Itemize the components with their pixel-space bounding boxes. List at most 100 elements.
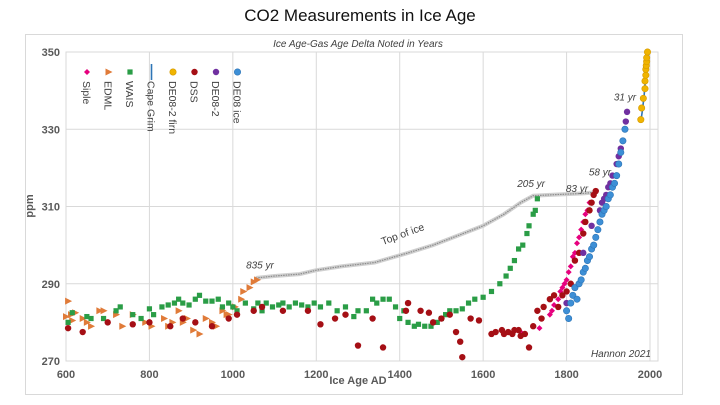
y-tick-label: 330 (42, 124, 60, 136)
data-point (507, 265, 513, 271)
data-point (190, 326, 198, 334)
data-point (588, 199, 595, 206)
data-point (192, 296, 198, 302)
data-point (530, 323, 537, 330)
data-point (317, 321, 324, 328)
data-point (586, 207, 593, 214)
data-point (563, 288, 570, 295)
data-point (263, 300, 269, 306)
data-point (351, 313, 357, 320)
data-point (446, 311, 453, 318)
data-point (397, 315, 403, 322)
legend-label: EDML (102, 81, 114, 110)
data-point (202, 315, 210, 323)
tick-labels: 600 800 1000 1200 1400 1600 1800 2000 270 290 310 3… (42, 47, 663, 381)
data-point (279, 307, 287, 314)
data-point (196, 330, 204, 338)
data-point (530, 211, 536, 217)
data-point (511, 257, 518, 264)
legend-marker-icon (234, 68, 242, 76)
data-point (334, 308, 340, 314)
data-point (637, 116, 645, 124)
data-point (208, 323, 216, 330)
data-point (246, 284, 254, 292)
data-point (379, 344, 387, 351)
data-point (254, 276, 262, 284)
data-point (467, 315, 474, 322)
data-point (213, 322, 221, 330)
data-point (374, 300, 380, 306)
series-wais (65, 196, 540, 329)
data-point (209, 298, 215, 304)
data-point (613, 172, 621, 180)
data-point (480, 294, 486, 300)
data-point (548, 307, 555, 314)
data-point (363, 308, 369, 314)
data-point (546, 296, 554, 303)
data-point (79, 328, 86, 336)
delta-annotation: 205 yr (516, 179, 545, 190)
data-point (497, 281, 503, 287)
data-point (622, 118, 630, 125)
data-point (417, 307, 424, 314)
data-point (215, 296, 221, 302)
x-axis-label: Ice Age AD (329, 375, 386, 387)
data-point (459, 353, 466, 361)
data-point (623, 108, 631, 116)
legend-marker-icon (84, 69, 90, 75)
data-point (65, 319, 71, 325)
data-point (342, 304, 349, 310)
data-point (69, 316, 77, 324)
data-point (581, 264, 589, 272)
data-point (642, 71, 650, 79)
data-point (457, 338, 464, 345)
x-tick-label: 1200 (304, 369, 328, 381)
data-point (422, 323, 428, 329)
data-point (567, 299, 575, 307)
data-point (183, 315, 191, 323)
data-point (563, 307, 571, 315)
series-de08-2-firn (637, 48, 651, 124)
x-tick-label: 2000 (638, 369, 662, 381)
delta-annotation: 835 yr (246, 260, 274, 271)
top-of-ice-path (255, 191, 596, 279)
data-point (582, 218, 589, 226)
data-point (380, 296, 386, 302)
delta-annotation: 58 yr (589, 168, 612, 179)
data-point (596, 218, 604, 226)
data-point (563, 276, 570, 283)
data-point (203, 298, 209, 304)
legend-item: DSS (188, 68, 200, 103)
legend-label: DE08-2 firn (166, 81, 178, 134)
data-point (180, 300, 186, 306)
data-point (146, 306, 153, 312)
data-point (326, 300, 332, 306)
data-point (96, 307, 104, 315)
data-point (565, 315, 573, 323)
data-point (577, 276, 585, 284)
data-point (429, 319, 437, 326)
data-point (453, 308, 459, 314)
data-point (250, 307, 257, 314)
legend-item: DE08 ice (231, 68, 243, 124)
legend-marker-icon (212, 68, 220, 76)
data-point (492, 328, 499, 336)
top-of-ice-shadow (255, 190, 596, 280)
legend-label: DSS (188, 81, 200, 103)
data-point (525, 344, 533, 351)
data-point (592, 233, 600, 241)
data-point (405, 319, 411, 325)
data-point (475, 317, 483, 324)
x-tick-label: 1800 (554, 369, 578, 381)
data-point (63, 313, 70, 321)
data-point (259, 308, 265, 314)
data-point (104, 319, 111, 326)
data-point (179, 315, 186, 322)
data-point (443, 312, 449, 318)
data-point (580, 230, 587, 237)
data-point (234, 308, 240, 314)
data-point (524, 230, 530, 237)
data-point (452, 328, 460, 336)
data-point (138, 315, 144, 322)
data-point (354, 342, 362, 349)
